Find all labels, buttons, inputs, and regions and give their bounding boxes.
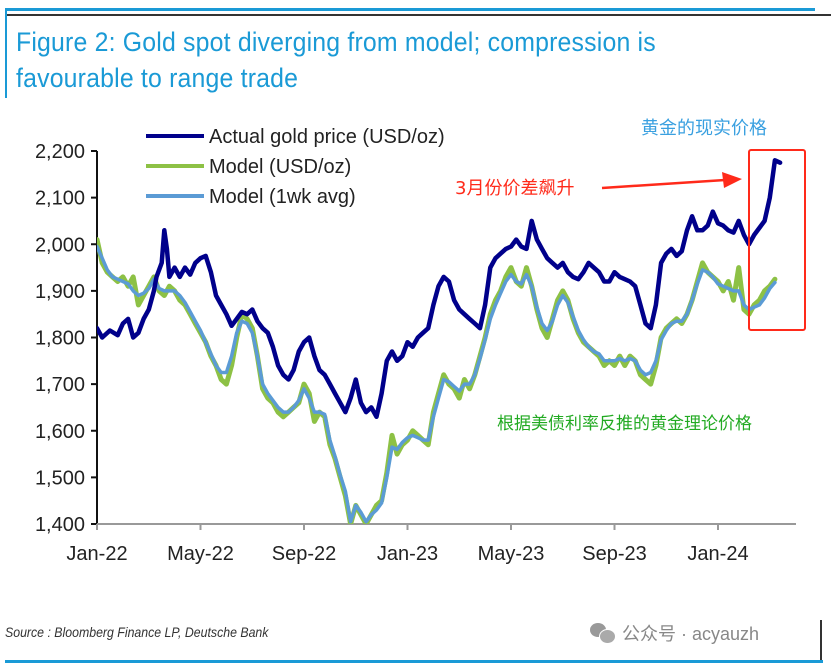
x-tick-label: Sep-22 (272, 543, 337, 565)
x-tick-label: Jan-23 (377, 543, 438, 565)
highlight-box (748, 149, 806, 331)
wechat-icon (590, 622, 616, 644)
model-price-annotation: 根据美债利率反推的黄金理论价格 (497, 414, 752, 434)
frame-top-rule (5, 14, 831, 16)
annotations: 黄金的现实价格 3月份价差飙升 根据美债利率反推的黄金理论价格 (455, 118, 806, 434)
x-tick-label: Jan-22 (66, 543, 127, 565)
watermark: 公众号 · acyauzh (590, 620, 759, 646)
y-tick-label: 1,900 (35, 281, 85, 303)
figure-title-line-1: Figure 2: Gold spot diverging from model… (16, 27, 656, 57)
legend-label-0: Actual gold price (USD/oz) (209, 126, 445, 148)
annotation-arrow-head (722, 172, 742, 188)
y-tick-label: 2,100 (35, 188, 85, 210)
series-line-1 (97, 237, 778, 524)
x-tick-label: May-22 (167, 543, 234, 565)
series-line-0 (97, 158, 783, 420)
x-tick-label: May-23 (478, 543, 545, 565)
frame-right-border (820, 620, 822, 662)
x-tick-label: Sep-23 (582, 543, 647, 565)
figure-title-line-2: favourable to range trade (16, 63, 299, 93)
legend: Actual gold price (USD/oz) Model (USD/oz)… (146, 126, 445, 208)
y-tick-label: 1,800 (35, 328, 85, 350)
figure-title: Figure 2: Gold spot diverging from model… (16, 24, 752, 96)
y-tick-label: 1,600 (35, 421, 85, 443)
y-tick-label: 2,000 (35, 234, 85, 256)
annotation-arrow-line (601, 178, 726, 190)
y-tick-label: 2,200 (35, 141, 85, 163)
frame-top-border (5, 8, 815, 11)
legend-label-2: Model (1wk avg) (209, 186, 356, 208)
watermark-text: 公众号 · acyauzh (622, 624, 760, 644)
actual-price-annotation: 黄金的现实价格 (641, 118, 767, 139)
spread-surge-annotation: 3月份价差飙升 (455, 178, 574, 199)
y-tick-label: 1,500 (35, 467, 85, 489)
y-tick-label: 1,700 (35, 374, 85, 396)
frame-bottom-border (5, 660, 823, 663)
series-layer (97, 158, 783, 524)
legend-label-1: Model (USD/oz) (209, 156, 351, 178)
frame-left-border (5, 8, 7, 98)
source-note: Source : Bloomberg Finance LP, Deutsche … (5, 624, 269, 640)
y-tick-label: 1,400 (35, 514, 85, 536)
x-tick-label: Jan-24 (687, 543, 748, 565)
series-line-2 (97, 244, 777, 524)
axes: 1,400 1,500 1,600 1,700 1,800 1,900 2,000 2,100… (35, 141, 796, 565)
